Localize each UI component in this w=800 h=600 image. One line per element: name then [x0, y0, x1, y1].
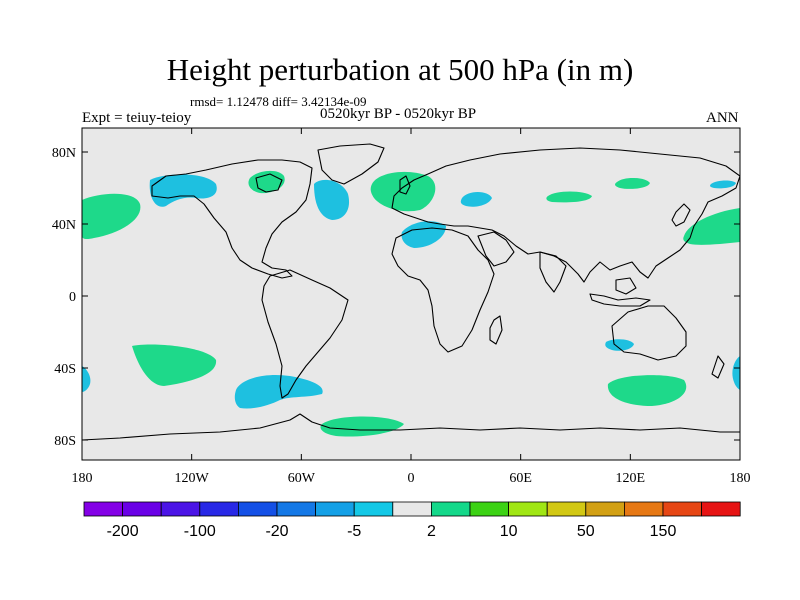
coastline-greenland	[317, 143, 385, 185]
negative-anomaly-black-sea	[460, 192, 492, 207]
lon-tick-label-5: 120E	[616, 471, 646, 486]
colorbar-swatch-5	[276, 501, 316, 517]
coastline-india	[539, 251, 567, 293]
coastline-british-isles	[399, 175, 411, 195]
negative-anomaly-australia	[605, 339, 634, 351]
lon-tick-label-6: 180	[730, 471, 751, 486]
positive-anomaly-central-asia	[546, 191, 592, 203]
colorbar-swatch-2	[160, 501, 201, 517]
colorbar-swatch-3	[199, 501, 239, 517]
plot-title: Height perturbation at 500 hPa (in m)	[166, 52, 634, 87]
lat-tick-label-2: 0	[69, 290, 76, 305]
coastline-antarctica	[82, 413, 740, 441]
lat-tick-label-3: 40S	[54, 362, 76, 377]
coastline-indonesia	[589, 293, 651, 307]
time-period-label: 0520kyr BP - 0520kyr BP	[320, 106, 477, 122]
lon-tick-label-1: 120W	[175, 471, 210, 486]
experiment-label: Expt = teiuy-teioy	[82, 110, 192, 126]
positive-anomaly-npacific-east	[683, 208, 740, 245]
coastline-australia	[611, 305, 687, 361]
coastline-south-america	[261, 269, 349, 399]
lon-tick-label-0: 180	[72, 471, 93, 486]
colorbar-swatch-12	[546, 501, 587, 517]
negative-anomaly-west-edge	[82, 366, 91, 392]
negative-anomaly-south-america	[234, 374, 323, 409]
lon-tick-label-3: 0	[408, 471, 415, 486]
colorbar-label-3: -5	[347, 523, 361, 540]
colorbar-swatch-1	[122, 501, 162, 517]
colorbar-label-1: -100	[184, 523, 216, 540]
colorbar-label-2: -20	[265, 523, 288, 540]
season-label: ANN	[706, 110, 739, 126]
negative-anomaly-alaska	[149, 174, 217, 207]
colorbar: -200 -100 -20 -5 2 10 50 150	[83, 501, 741, 540]
negative-anomaly-east-siberia	[710, 180, 736, 189]
rmsd-diff-stats: rmsd= 1.12478 diff= 3.42134e-09	[190, 94, 367, 109]
colorbar-swatch-7	[353, 501, 394, 517]
colorbar-label-0: -200	[107, 523, 139, 540]
lat-tick-label-1: 40N	[52, 218, 76, 233]
coastline-arabia	[477, 231, 515, 267]
lon-tick-label-4: 60E	[509, 471, 532, 486]
anomaly-contours	[82, 170, 740, 437]
coastline-madagascar	[489, 315, 503, 345]
lon-tick-label-2: 60W	[288, 471, 316, 486]
colorbar-label-5: 10	[500, 523, 518, 540]
positive-anomaly-npacific-west	[82, 193, 141, 240]
negative-anomaly-east-edge	[732, 356, 740, 390]
coastline-japan	[671, 203, 691, 227]
coastline-hudson-bay	[255, 173, 283, 193]
colorbar-label-4: 2	[427, 523, 436, 540]
axis-ticks: 180 120W 60W 0 60E 120E 180 80N 40N 0 40S 80S	[52, 128, 751, 486]
coastline-new-zealand	[711, 355, 725, 379]
colorbar-swatch-13	[585, 501, 625, 517]
colorbar-swatch-10	[469, 501, 509, 517]
positive-anomaly-south-pacific	[132, 344, 217, 386]
coastline-africa	[391, 227, 495, 353]
colorbar-swatch-16	[701, 501, 741, 517]
positive-anomaly-east-asia	[615, 177, 650, 189]
negative-anomaly-labrador	[314, 179, 350, 220]
colorbar-label-6: 50	[577, 523, 595, 540]
positive-anomaly-north-atlantic	[370, 171, 436, 212]
coastlines	[82, 143, 740, 441]
colorbar-swatch-11	[508, 501, 548, 517]
colorbar-label-7: 150	[650, 523, 677, 540]
colorbar-swatch-0	[83, 501, 123, 517]
colorbar-swatch-4	[237, 501, 278, 517]
lat-tick-label-0: 80N	[52, 146, 76, 161]
positive-anomaly-southern-ocean	[320, 416, 404, 437]
colorbar-swatch-15	[662, 501, 702, 517]
colorbar-swatch-6	[315, 501, 355, 517]
colorbar-swatch-8	[392, 501, 432, 517]
coastline-eurasia	[391, 147, 740, 283]
lat-tick-label-4: 80S	[54, 434, 76, 449]
coastline-north-america	[151, 159, 313, 279]
coastline-borneo	[615, 277, 637, 295]
colorbar-swatch-9	[430, 501, 471, 517]
positive-anomaly-south-indian	[607, 375, 687, 406]
colorbar-swatch-14	[624, 501, 664, 517]
